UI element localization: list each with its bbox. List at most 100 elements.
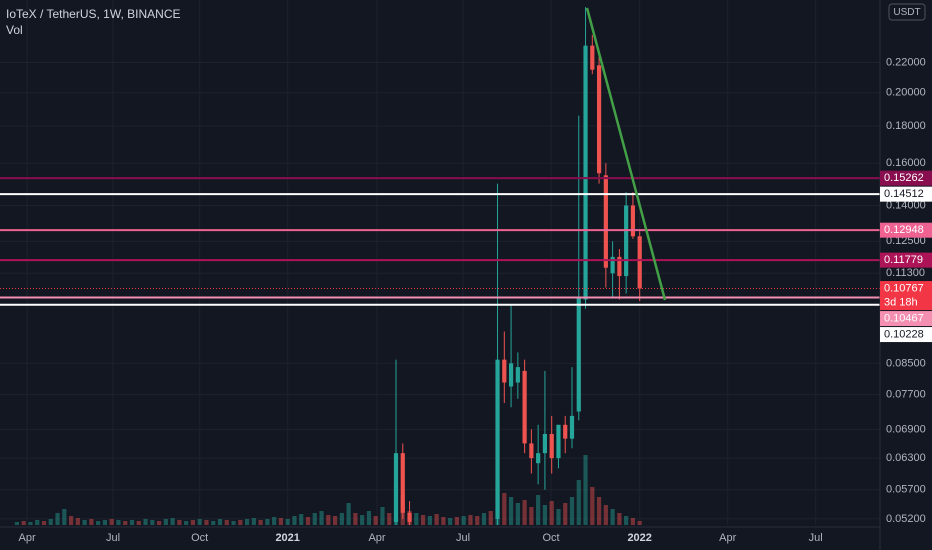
axes: 0.22000 0.20000 0.18000 0.16000 0.14000 0.125… [19, 56, 926, 544]
volume-bar [258, 520, 263, 525]
volume-bar [184, 521, 189, 525]
volume-bar [569, 497, 575, 525]
volume-bar [82, 520, 87, 525]
volume-bar [62, 509, 67, 525]
volume-bar [312, 513, 317, 525]
y-tick-label: 0.06900 [886, 423, 926, 435]
volume-bar [637, 521, 642, 525]
volume-bar [414, 513, 419, 525]
volume-bar [339, 513, 344, 525]
price-label: 0.11779 [884, 254, 923, 266]
volume-bar [326, 515, 331, 525]
currency[interactable]: USDT [893, 7, 920, 18]
volume-bar [238, 520, 243, 525]
volume-bar [272, 517, 277, 525]
volume-bar [332, 516, 338, 525]
volume-bar [89, 519, 94, 525]
volume-bar [319, 511, 324, 525]
y-tick-label: 0.12500 [886, 235, 926, 247]
volume-bar [420, 515, 426, 525]
volume-bar [68, 516, 74, 525]
volume-bar [366, 511, 372, 525]
volume-bar [563, 503, 568, 525]
volume-bar [542, 505, 548, 525]
volume-bar [434, 514, 439, 525]
volume-bar [244, 519, 250, 525]
volume-bar [21, 521, 26, 525]
price-label-box [880, 281, 932, 311]
volume-bar [536, 495, 541, 525]
volume-title: Vol [6, 23, 23, 37]
candle-body [542, 433, 548, 454]
x-tick-label: Jul [456, 532, 470, 544]
volume-bar [549, 501, 554, 525]
price-label-box [880, 311, 932, 327]
level-layer [0, 177, 880, 306]
currency-box[interactable] [888, 3, 926, 21]
candle-body [590, 45, 595, 70]
y-tick-label: 0.20000 [886, 87, 926, 99]
candle-body [508, 363, 514, 387]
countdown-label: 3d 18h [884, 296, 918, 308]
volume-bar [590, 487, 595, 525]
candle-body [393, 453, 399, 522]
candle-body [536, 453, 541, 464]
volume-bar [630, 518, 636, 525]
candle-body [583, 45, 588, 300]
volume-bar [292, 516, 297, 525]
y-tick-label: 0.08500 [886, 357, 926, 369]
x-tick-label: Apr [719, 532, 736, 544]
volume-bar [177, 520, 182, 525]
volume-bar [28, 522, 33, 525]
x-tick-label: 2022 [627, 532, 651, 544]
candle-body [556, 424, 561, 459]
price-label: 0.12948 [884, 224, 924, 236]
price-label: 0.10767 [884, 282, 924, 294]
x-tick-label: Oct [542, 532, 559, 544]
volume-bar [299, 514, 304, 525]
candle-body [529, 443, 534, 459]
volume-bar [502, 493, 507, 525]
chart-title: IoTeX / TetherUS, 1W, BINANCE [6, 7, 181, 21]
price-label: 0.10467 [884, 312, 924, 324]
price-labels: 0.15262 0.14512 0.12948 0.11779 0.10767 3d 18… [880, 170, 932, 343]
x-tick-label: Oct [191, 532, 208, 544]
volume-bar [583, 455, 588, 525]
price-label: 0.14512 [884, 188, 924, 200]
candle-body [563, 424, 568, 439]
volume-bar [251, 518, 256, 525]
price-label-box [880, 327, 932, 343]
volume-bar [123, 521, 128, 525]
volume-bar [265, 519, 270, 525]
volume-bar [211, 521, 216, 525]
price-label-box [880, 186, 932, 202]
volume-bar [190, 520, 196, 525]
candle-body [569, 415, 575, 439]
y-tick-label: 0.05200 [886, 513, 926, 525]
candle-body [515, 367, 520, 383]
volume-bar [596, 497, 602, 525]
candle-body [637, 236, 642, 289]
volume-bar [109, 519, 114, 525]
volume-bar [346, 503, 351, 525]
candle-body [407, 512, 412, 522]
volume-bar [481, 513, 487, 525]
volume-bar [380, 507, 385, 525]
y-tick-label: 0.18000 [886, 120, 926, 132]
volume-bar [197, 519, 202, 525]
volume-bar [360, 515, 365, 525]
volume-bar [576, 480, 581, 525]
candle-body [576, 296, 581, 412]
volume-bar [305, 517, 311, 525]
volume-bar [102, 520, 108, 525]
volume-bar [204, 520, 209, 525]
volume-bar [468, 515, 473, 525]
volume-bar [75, 518, 80, 525]
volume-bar [170, 518, 175, 525]
price-label-box [880, 222, 932, 238]
candle-body [617, 256, 622, 277]
volume-bar [278, 518, 284, 525]
volume-bar [475, 516, 480, 525]
volume-bar [96, 521, 101, 525]
